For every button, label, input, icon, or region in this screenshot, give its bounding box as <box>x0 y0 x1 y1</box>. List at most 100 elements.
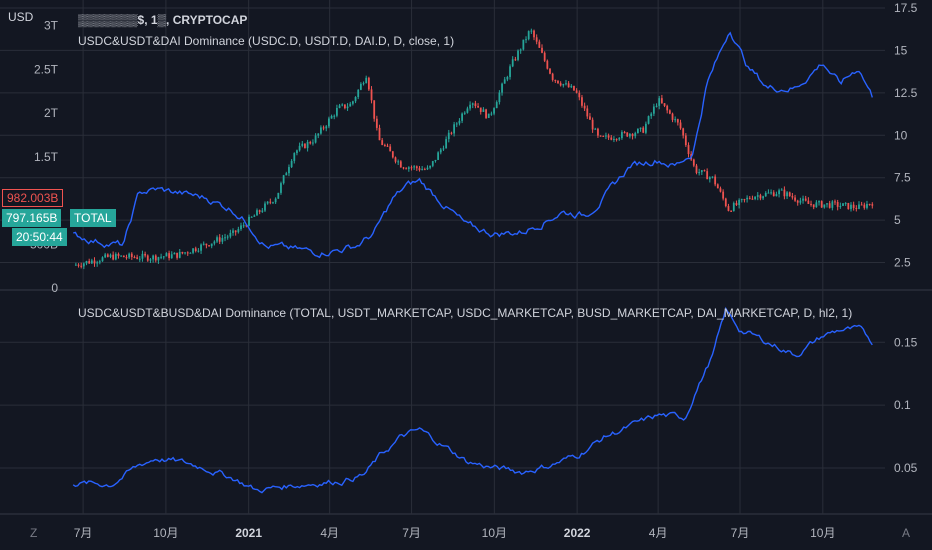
total-candle-body <box>410 167 413 169</box>
time-tick-label: 4月 <box>320 526 339 540</box>
left-tick-label: 0 <box>51 281 58 295</box>
total-candle-body <box>274 198 277 203</box>
total-candle-body <box>754 196 756 200</box>
total-candle-body <box>511 59 514 67</box>
total-candle-body <box>170 254 173 259</box>
usdc-usdt-busd-dai-dominance-line <box>72 306 873 494</box>
total-candle-body <box>455 123 458 125</box>
total-candle-body <box>783 189 786 197</box>
total-candle-body <box>349 103 352 107</box>
auto-zoom-button[interactable]: Z <box>30 526 38 540</box>
total-candle-body <box>578 92 581 98</box>
total-candle-body <box>522 39 525 50</box>
total-candle-body <box>634 133 637 137</box>
total-candle-body <box>397 161 400 163</box>
total-candle-body <box>636 128 639 134</box>
total-candle-body <box>117 253 120 256</box>
total-candle-body <box>431 161 434 166</box>
total-candle-body <box>463 112 466 114</box>
total-candle-body <box>157 257 160 261</box>
total-candle-body <box>391 151 394 158</box>
right-tick-label: 0.1 <box>894 398 911 412</box>
left-tick-label: 2.5T <box>34 62 59 76</box>
total-candle-body <box>322 127 325 129</box>
auto-scale-button[interactable]: A <box>902 526 911 540</box>
total-candle-body <box>293 153 296 161</box>
total-candle-body <box>367 77 370 90</box>
total-candle-body <box>831 201 834 208</box>
total-candle-body <box>77 264 80 266</box>
total-candle-body <box>855 207 858 209</box>
total-candle-body <box>301 143 304 146</box>
total-candle-body <box>242 225 245 227</box>
total-candle-body <box>770 192 772 194</box>
total-candle-body <box>93 260 96 264</box>
total-value-badge: 797.165B <box>2 209 62 227</box>
total-candle-body <box>527 31 530 40</box>
total-candle-body <box>330 115 333 119</box>
right-tick-label: 7.5 <box>894 171 911 185</box>
total-candle-body <box>626 132 629 137</box>
total-candle-body <box>589 116 591 120</box>
time-tick-label: 2021 <box>235 526 262 540</box>
total-candle-body <box>221 238 224 242</box>
total-candle-body <box>722 191 725 199</box>
total-candle-body <box>442 148 445 150</box>
total-candle-body <box>370 89 373 101</box>
time-tick-label: 10月 <box>153 526 178 540</box>
total-candle-body <box>447 132 450 140</box>
total-candle-body <box>621 132 623 139</box>
total-candle-body <box>639 127 642 129</box>
total-candle-body <box>551 73 554 80</box>
total-candle-body <box>759 195 762 199</box>
total-candle-body <box>850 204 852 210</box>
total-candle-body <box>764 192 767 197</box>
total-candle-body <box>487 113 490 118</box>
total-candle-body <box>264 203 266 211</box>
total-candle-body <box>557 80 559 84</box>
total-candle-body <box>389 146 392 152</box>
total-candle-body <box>644 123 647 133</box>
total-candle-body <box>586 108 589 117</box>
total-candle-body <box>538 41 541 48</box>
total-candle-body <box>666 105 669 111</box>
total-candle-body <box>605 135 607 137</box>
total-candle-body <box>647 116 650 124</box>
total-candle-body <box>591 119 594 130</box>
total-candle-body <box>767 192 770 194</box>
total-candle-body <box>232 230 234 233</box>
total-candle-body <box>461 113 463 121</box>
total-candle-body <box>277 192 280 199</box>
time-tick-label: 7月 <box>402 526 421 540</box>
total-candle-body <box>575 90 578 93</box>
total-candle-body <box>842 203 844 206</box>
total-candle-body <box>698 172 701 174</box>
total-candle-body <box>130 253 133 257</box>
total-candle-body <box>748 197 751 199</box>
total-candle-body <box>152 255 155 260</box>
total-candle-body <box>165 253 168 257</box>
total-candle-body <box>378 127 381 141</box>
time-tick-label: 10月 <box>482 526 507 540</box>
total-candle-body <box>509 66 511 77</box>
right-tick-label: 10 <box>894 128 908 142</box>
right-tick-label: 12.5 <box>894 86 918 100</box>
total-candle-body <box>796 200 799 203</box>
total-candle-body <box>362 83 365 85</box>
total-candle-body <box>471 103 474 105</box>
total-candle-body <box>762 196 764 199</box>
total-candle-body <box>655 105 658 107</box>
currency-label[interactable]: USD <box>8 10 34 24</box>
total-candle-body <box>122 255 125 258</box>
total-candle-body <box>333 115 336 117</box>
total-candle-body <box>138 258 141 260</box>
total-candle-body <box>514 59 517 61</box>
total-candle-body <box>208 245 210 247</box>
total-candle-body <box>101 257 104 262</box>
total-candle-body <box>786 192 788 197</box>
total-candle-body <box>812 204 815 208</box>
total-candle-body <box>852 204 855 208</box>
total-candle-body <box>506 76 509 80</box>
total-candle-body <box>224 237 226 239</box>
